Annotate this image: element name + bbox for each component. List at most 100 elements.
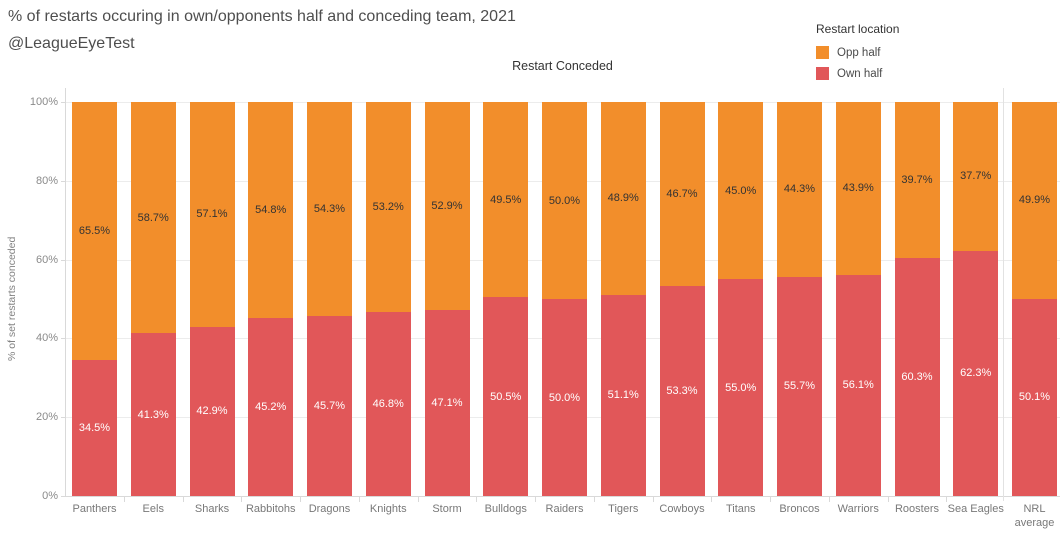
- bar-value-label-own-half: 41.3%: [137, 408, 169, 421]
- x-axis-tick: [946, 497, 948, 502]
- bar-segment-opp-half[interactable]: [894, 102, 940, 259]
- bar-value-label-own-half: 56.1%: [842, 379, 874, 392]
- bar-value-label-opp-half: 46.7%: [666, 187, 698, 200]
- bar-value-label-own-half: 55.0%: [725, 381, 757, 394]
- bar-value-label-own-half: 51.1%: [607, 389, 639, 402]
- bar-value-label-opp-half: 43.9%: [842, 182, 874, 195]
- x-tick-label: Rabbitohs: [245, 503, 296, 515]
- bar-segment-opp-half[interactable]: [365, 102, 411, 312]
- bar-segment-opp-half[interactable]: [542, 102, 587, 299]
- bar-segment-own-half[interactable]: [953, 250, 999, 496]
- bar-value-label-opp-half: 57.1%: [196, 208, 228, 221]
- bar-segment-opp-half[interactable]: [600, 102, 646, 295]
- y-tick-label: 80%: [35, 174, 58, 187]
- x-tick-label: Sharks: [194, 503, 230, 515]
- y-axis-tick: [61, 496, 65, 497]
- x-axis-tick: [828, 497, 830, 502]
- bar-segment-own-half[interactable]: [894, 258, 940, 496]
- x-axis-tick: [770, 497, 771, 502]
- bar-segment-opp-half[interactable]: [718, 102, 764, 280]
- y-tick-label: 100%: [29, 96, 58, 108]
- bar-value-label-opp-half: 65.5%: [78, 225, 111, 238]
- bar-segment-own-half[interactable]: [542, 299, 587, 496]
- bar-segment-own-half[interactable]: [248, 317, 294, 496]
- x-tick-label: Cowboys: [659, 503, 705, 515]
- x-tick-label: Knights: [369, 503, 407, 515]
- bar-value-label-opp-half: 50.0%: [548, 194, 581, 207]
- bar-segment-opp-half[interactable]: [483, 102, 529, 298]
- title-block: % of restarts occuring in own/opponents …: [8, 3, 516, 57]
- x-axis-tick: [358, 497, 360, 502]
- bar-segment-opp-half[interactable]: [248, 102, 294, 318]
- legend-item-own-half[interactable]: Own half: [816, 63, 899, 84]
- bar-value-label-own-half: 42.9%: [196, 405, 228, 418]
- bar-segment-own-half[interactable]: [600, 294, 646, 496]
- bar-value-label-own-half: 50.0%: [548, 391, 581, 404]
- bar-segment-opp-half[interactable]: [424, 102, 470, 311]
- bar-segment-own-half[interactable]: [718, 279, 764, 496]
- y-axis-line: [65, 88, 66, 496]
- bar-value-label-opp-half: 54.8%: [255, 203, 287, 216]
- bar-value-label-own-half: 60.3%: [901, 371, 933, 384]
- bar-segment-own-half[interactable]: [130, 333, 176, 496]
- x-tick-label: Tigers: [608, 503, 639, 515]
- bar-segment-own-half[interactable]: [365, 311, 411, 496]
- bar-value-label-own-half: 45.7%: [313, 399, 346, 412]
- bar-segment-opp-half[interactable]: [835, 102, 881, 275]
- bar-value-label-opp-half: 58.7%: [137, 211, 169, 224]
- x-axis-tick: [241, 497, 243, 502]
- bar-segment-own-half[interactable]: [659, 285, 705, 496]
- bar-segment-own-half[interactable]: [483, 297, 529, 496]
- bar-value-label-own-half: 62.3%: [960, 367, 992, 380]
- x-axis-tick: [652, 497, 654, 502]
- x-tick-label: Panthers: [72, 503, 117, 515]
- bar-segment-opp-half[interactable]: [72, 102, 117, 361]
- y-axis-tick: [61, 417, 65, 419]
- own-half-swatch-icon: [816, 67, 829, 80]
- x-axis-tick: [711, 497, 713, 502]
- bar-segment-own-half[interactable]: [72, 360, 117, 496]
- bar-segment-opp-half[interactable]: [189, 102, 235, 327]
- bar-value-label-opp-half: 53.2%: [372, 200, 404, 213]
- x-tick-label: Titans: [725, 503, 756, 515]
- x-tick-label: Raiders: [545, 503, 584, 515]
- x-axis-tick: [593, 497, 595, 502]
- bar-segment-opp-half[interactable]: [777, 102, 822, 277]
- bar-segment-own-half[interactable]: [835, 274, 881, 496]
- x-axis-tick: [417, 497, 419, 502]
- legend-title: Restart location: [816, 22, 900, 36]
- bar-segment-opp-half[interactable]: [130, 102, 176, 334]
- bar-segment-opp-half[interactable]: [659, 102, 705, 286]
- opp-half-swatch-icon: [816, 46, 829, 59]
- bar-segment-own-half[interactable]: [1012, 298, 1057, 496]
- x-tick-label: Sea Eagles: [947, 503, 1004, 515]
- bar-segment-own-half[interactable]: [189, 326, 235, 496]
- x-axis-tick: [535, 497, 536, 502]
- pane-separator: [1003, 88, 1004, 501]
- bar-segment-own-half[interactable]: [424, 310, 470, 496]
- bar-value-label-opp-half: 39.7%: [901, 174, 933, 187]
- bar-segment-opp-half[interactable]: [1012, 102, 1057, 299]
- bar-segment-own-half[interactable]: [307, 315, 352, 496]
- legend-item-label: Opp half: [837, 46, 881, 59]
- y-tick-label: 40%: [35, 332, 58, 345]
- bar-value-label-opp-half: 45.0%: [725, 184, 757, 197]
- x-tick-label: Roosters: [894, 503, 940, 515]
- x-tick-label: Bulldogs: [484, 503, 527, 515]
- bar-value-label-own-half: 46.8%: [372, 397, 404, 410]
- x-tick-label: Warriors: [837, 503, 879, 515]
- bar-segment-own-half[interactable]: [777, 276, 822, 496]
- bar-value-label-opp-half: 48.9%: [607, 192, 639, 205]
- bar-segment-opp-half[interactable]: [953, 102, 999, 251]
- y-axis-tick: [61, 102, 65, 103]
- x-axis-tick: [300, 497, 301, 502]
- bar-value-label-opp-half: 37.7%: [960, 170, 992, 183]
- bar-value-label-own-half: 53.3%: [666, 384, 698, 397]
- bar-value-label-opp-half: 49.5%: [490, 193, 522, 206]
- page-subtitle: @LeagueEyeTest: [8, 35, 135, 52]
- y-tick-label: 60%: [35, 253, 58, 266]
- bar-segment-opp-half[interactable]: [307, 102, 352, 316]
- y-tick-label: 20%: [35, 411, 58, 424]
- legend-item-opp-half[interactable]: Opp half: [816, 42, 899, 63]
